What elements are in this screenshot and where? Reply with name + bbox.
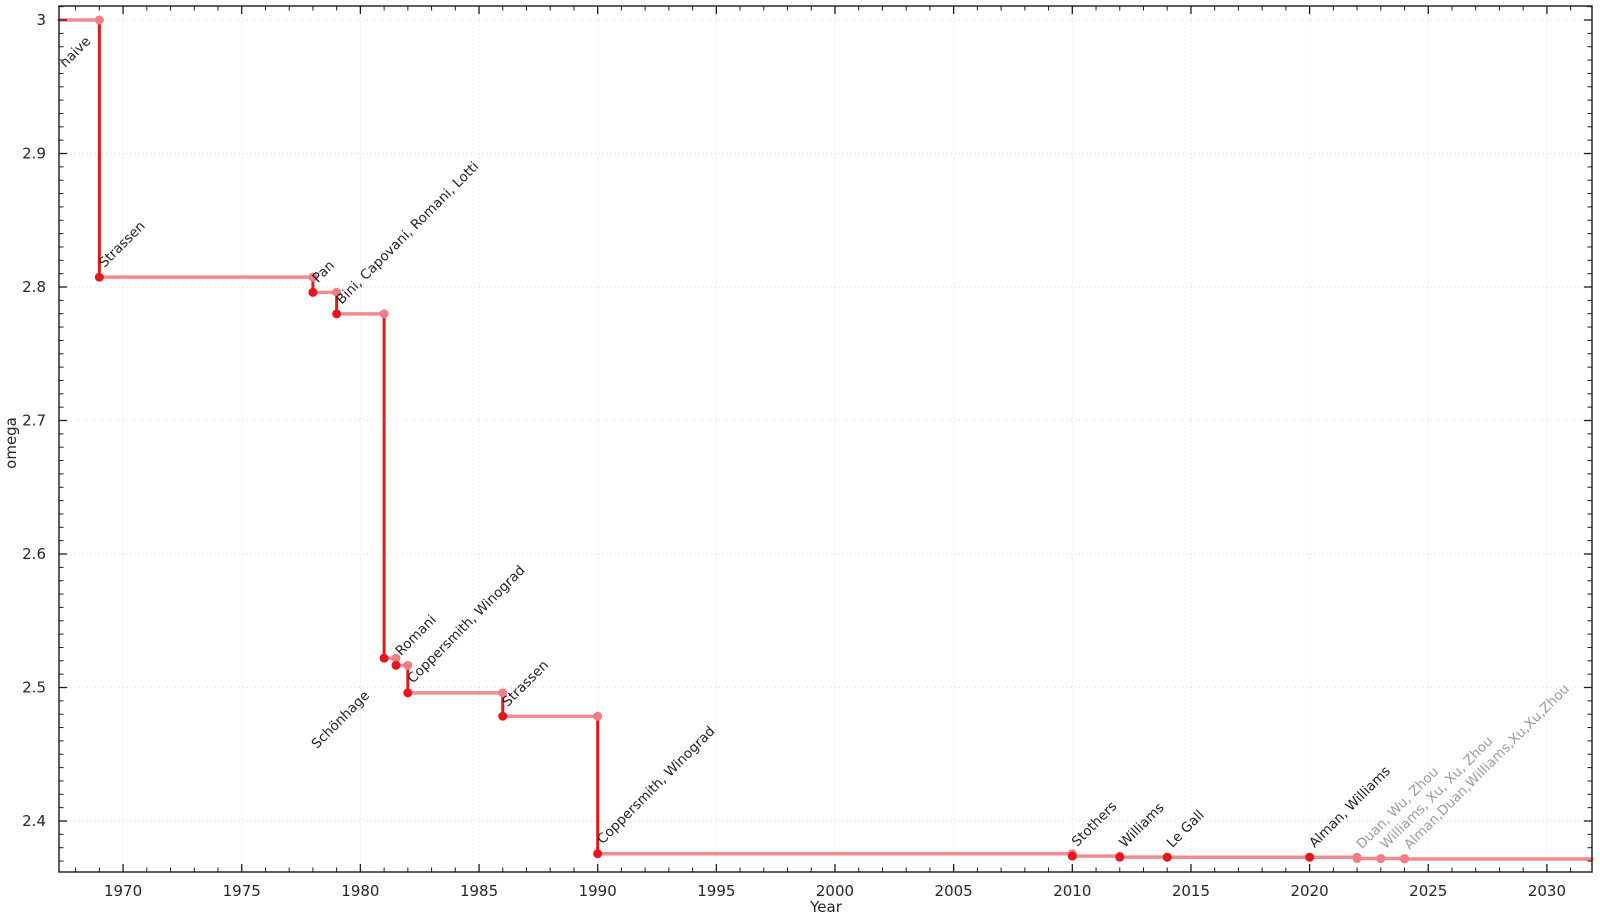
record-marker — [379, 653, 389, 663]
x-tick-label: 2025 — [1409, 882, 1447, 900]
y-tick-label: 2.7 — [22, 412, 46, 430]
x-tick-label: 1990 — [579, 882, 617, 900]
x-tick-label: 2020 — [1291, 882, 1329, 900]
y-tick-label: 2.9 — [22, 145, 46, 163]
grid-layer — [59, 6, 1592, 872]
x-tick-label: 1985 — [460, 882, 498, 900]
y-tick-label: 3 — [36, 11, 46, 29]
x-tick-label: 2015 — [1172, 882, 1210, 900]
marker-layer — [94, 15, 1410, 864]
step-corner-marker — [403, 660, 413, 670]
x-tick-label: 2005 — [935, 882, 973, 900]
record-marker — [332, 309, 342, 319]
record-marker — [1305, 852, 1315, 862]
tick-label-layer: 1970 1975 1980 1985 1990 1995 2000 2005 2010 2015… — [22, 11, 1566, 900]
record-marker — [1376, 854, 1386, 864]
y-tick-label: 2.8 — [22, 278, 46, 296]
step-corner-marker — [379, 309, 389, 319]
x-tick-label: 1980 — [341, 882, 379, 900]
record-marker — [308, 287, 318, 297]
record-marker — [1352, 854, 1362, 864]
y-axis-title: omega — [2, 417, 20, 469]
y-tick-label: 2.6 — [22, 545, 46, 563]
y-tick-label: 2.5 — [22, 679, 46, 697]
step-corner-marker — [593, 711, 603, 721]
record-marker — [498, 711, 508, 721]
record-marker — [1400, 854, 1410, 864]
record-marker — [1162, 852, 1172, 862]
record-marker — [94, 272, 104, 282]
x-tick-label: 1995 — [697, 882, 735, 900]
record-marker — [1115, 852, 1125, 862]
record-marker — [391, 660, 401, 670]
plot-frame — [58, 5, 1593, 873]
y-tick-label: 2.4 — [22, 812, 46, 830]
x-tick-label: 1975 — [223, 882, 261, 900]
record-marker — [403, 688, 413, 698]
step-corner-marker — [332, 287, 342, 297]
x-tick-label: 1970 — [104, 882, 142, 900]
x-tick-label: 2000 — [816, 882, 854, 900]
step-corner-marker — [308, 272, 318, 282]
x-axis-title: Year — [809, 898, 843, 916]
x-tick-label: 2030 — [1528, 882, 1566, 900]
record-marker — [1067, 851, 1077, 861]
record-marker — [593, 849, 603, 859]
step-corner-marker — [498, 688, 508, 698]
axis-frame-layer — [58, 5, 1593, 873]
x-tick-label: 2010 — [1053, 882, 1091, 900]
step-corner-marker — [391, 653, 401, 663]
step-corner-marker — [94, 15, 104, 25]
